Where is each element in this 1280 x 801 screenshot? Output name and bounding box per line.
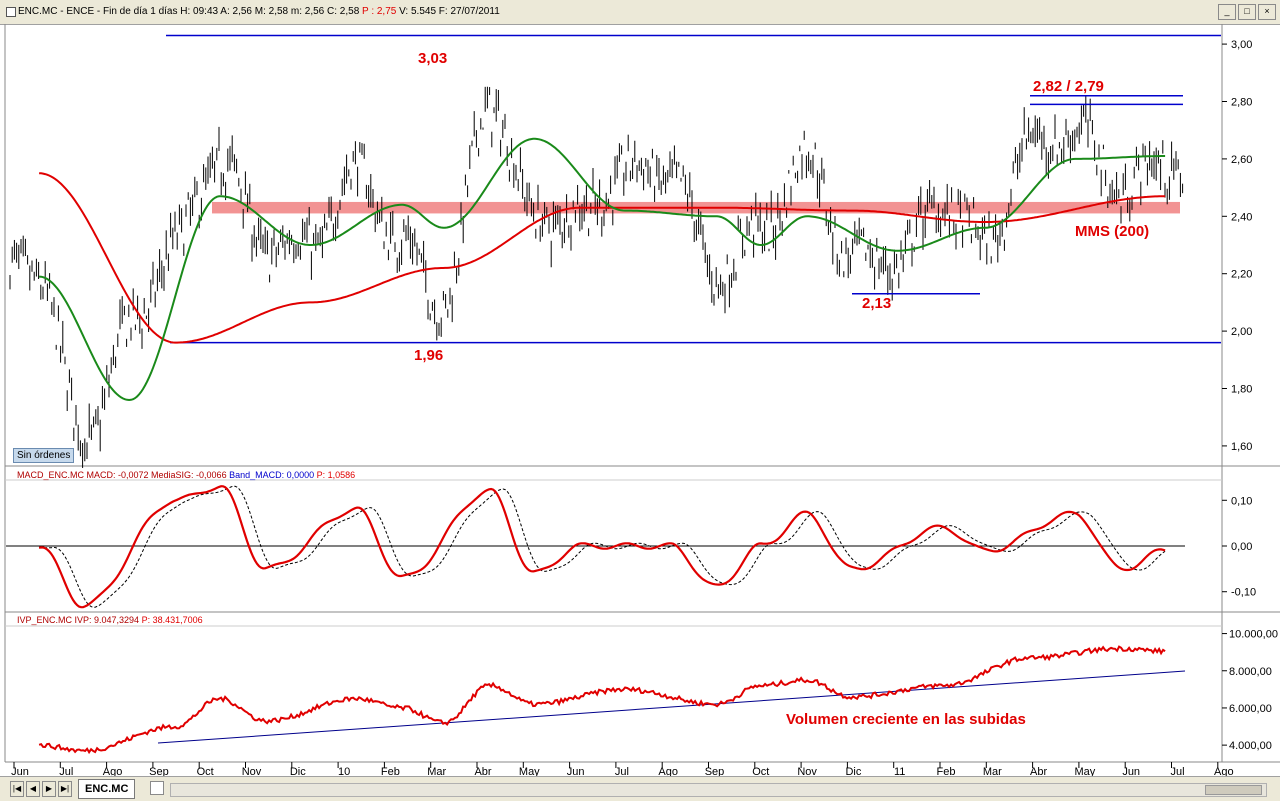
- mms-200-line: [39, 172, 1166, 344]
- macd-signal-line: [39, 485, 1166, 608]
- title-bar: ENC.MC - ENCE - Fin de día 1 días H: 09:…: [0, 0, 1280, 25]
- macd-label-p: P: 1,0586: [314, 470, 356, 480]
- x-tick-label: Jun: [11, 766, 29, 776]
- annotation-mid-low: 2,13: [862, 295, 891, 312]
- x-tick-label: Nov: [242, 766, 262, 776]
- ivp-tick-label: 4.000,00: [1229, 740, 1272, 752]
- price-tick-label: 3,00: [1231, 39, 1252, 51]
- ivp-pane: [38, 645, 1186, 755]
- axes: 3,00 2,80 2,60 2,40 2,20 2,00 1,80 1,60 0,10 0,00…: [11, 39, 1278, 776]
- macd-label-band: Band_MACD: 0,0000: [229, 470, 315, 480]
- last-button[interactable]: ▶|: [58, 781, 72, 797]
- x-tick-label: Dic: [845, 766, 861, 776]
- price-tick-label: 1,60: [1231, 441, 1252, 453]
- title-quote: ENC.MC - ENCE - Fin de día 1 días H: 09:…: [18, 6, 363, 17]
- x-tick-label: Jun: [1122, 766, 1140, 776]
- macd-pane: [6, 485, 1185, 609]
- price-tick-label: 2,80: [1231, 96, 1252, 108]
- scroll-toggle[interactable]: [150, 781, 164, 795]
- x-tick-label: Ago: [1214, 766, 1234, 776]
- x-tick-label: May: [1075, 766, 1096, 776]
- x-tick-label: Nov: [797, 766, 817, 776]
- macd-tick-label: 0,00: [1231, 541, 1252, 553]
- price-tick-label: 2,40: [1231, 211, 1252, 223]
- ivp-tick-label: 8.000,00: [1229, 666, 1272, 678]
- ivp-trend-line: [157, 670, 1186, 744]
- minimize-button[interactable]: _: [1218, 4, 1236, 20]
- macd-label-name: MACD_ENC.MC MACD: -0,0072 MediaSIG: -0,0…: [17, 470, 230, 480]
- x-tick-label: Mar: [983, 766, 1002, 776]
- price-pane: [9, 34, 1221, 468]
- x-tick-label: Ago: [103, 766, 123, 776]
- ivp-line: [38, 645, 1166, 755]
- maximize-button[interactable]: □: [1238, 4, 1256, 20]
- ivp-label-p: P: 38.431,7006: [141, 615, 203, 625]
- x-tick-label: Jul: [59, 766, 73, 776]
- macd-tick-label: 0,10: [1231, 495, 1252, 507]
- x-tick-label: Abr: [1030, 766, 1047, 776]
- price-tick-label: 2,00: [1231, 326, 1252, 338]
- macd-line: [38, 485, 1166, 609]
- ivp-tick-label: 6.000,00: [1229, 703, 1272, 715]
- ivp-label-name: IVP_ENC.MC IVP: 9.047,3294: [17, 615, 142, 625]
- x-tick-label: Oct: [197, 766, 214, 776]
- horizontal-scrollbar[interactable]: [170, 783, 1267, 797]
- next-button[interactable]: ▶: [42, 781, 56, 797]
- x-tick-label: Feb: [381, 766, 400, 776]
- scrollbar-thumb[interactable]: [1205, 785, 1262, 795]
- annotation-recent: 2,82 / 2,79: [1033, 78, 1104, 95]
- close-button[interactable]: ×: [1258, 4, 1276, 20]
- annotation-mma-200: MMS (200): [1075, 223, 1149, 240]
- mm-short-line: [39, 137, 1166, 402]
- x-tick-label: Sep: [705, 766, 725, 776]
- status-badge[interactable]: Sin órdenes: [13, 448, 75, 463]
- x-tick-label: Dic: [290, 766, 306, 776]
- macd-label: MACD_ENC.MC MACD: -0,0072 MediaSIG: -0,0…: [17, 470, 355, 480]
- window-title: ENC.MC - ENCE - Fin de día 1 días H: 09:…: [18, 0, 500, 24]
- macd-tick-label: -0,10: [1231, 587, 1256, 599]
- ivp-label: IVP_ENC.MC IVP: 9.047,3294 P: 38.431,700…: [17, 615, 203, 625]
- x-tick-label: Mar: [427, 766, 446, 776]
- x-tick-label: Abr: [474, 766, 491, 776]
- price-tick-label: 2,60: [1231, 154, 1252, 166]
- tab-symbol[interactable]: ENC.MC: [78, 779, 136, 799]
- x-tick-label: May: [519, 766, 540, 776]
- title-volume-date: V: 5.545 F: 27/07/2011: [396, 6, 500, 17]
- x-tick-label: 10: [338, 766, 350, 776]
- chart-canvas[interactable]: 3,00 2,80 2,60 2,40 2,20 2,00 1,80 1,60 0,10 0,00…: [0, 0, 1280, 776]
- price-tick-label: 2,20: [1231, 269, 1252, 281]
- price-tick-label: 1,80: [1231, 384, 1252, 396]
- first-button[interactable]: |◀: [10, 781, 24, 797]
- x-tick-label: Feb: [937, 766, 956, 776]
- annotation-low: 1,96: [414, 347, 443, 364]
- x-tick-label: Jul: [1170, 766, 1184, 776]
- x-tick-label: Sep: [149, 766, 169, 776]
- title-p-value: P : 2,75: [362, 6, 397, 17]
- ivp-tick-label: 10.000,00: [1229, 629, 1278, 641]
- annotation-high: 3,03: [418, 50, 447, 67]
- x-tick-label: Jun: [567, 766, 585, 776]
- prev-button[interactable]: ◀: [26, 781, 40, 797]
- x-tick-label: Oct: [752, 766, 769, 776]
- x-tick-label: Ago: [658, 766, 678, 776]
- x-tick-label: 11: [894, 766, 905, 776]
- window-controls: _ □ ×: [1218, 4, 1276, 20]
- window-menu-icon[interactable]: [6, 7, 16, 17]
- annotation-ivp: Volumen creciente en las subidas: [786, 711, 1026, 728]
- x-tick-label: Jul: [615, 766, 629, 776]
- bottom-bar: |◀ ◀ ▶ ▶| ENC.MC: [0, 776, 1280, 801]
